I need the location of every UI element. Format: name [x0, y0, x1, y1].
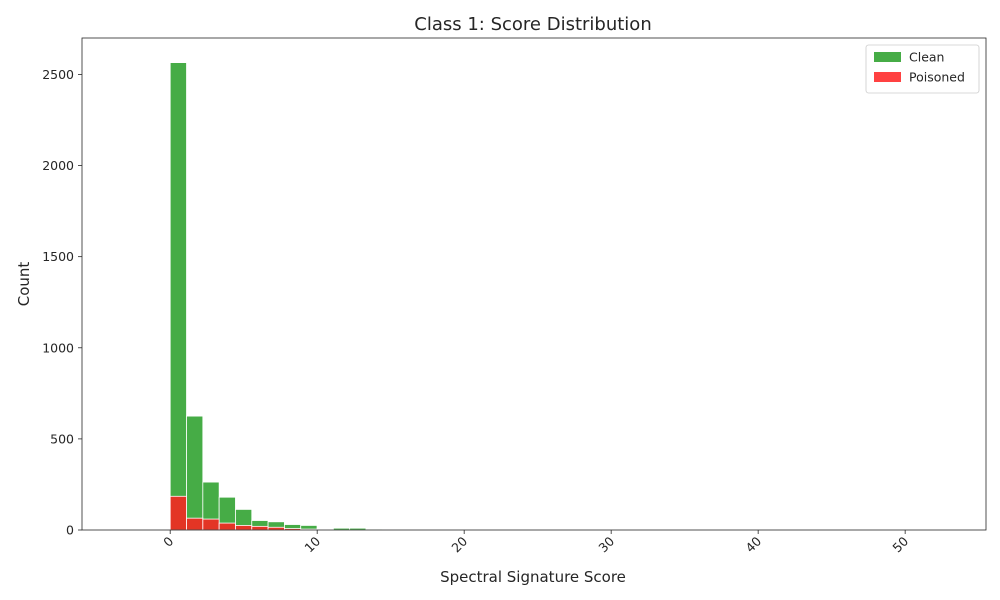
y-tick-label: 1500 — [42, 249, 74, 264]
y-tick-label: 0 — [66, 523, 74, 538]
legend: Clean Poisoned — [865, 44, 980, 94]
plot-area-frame — [81, 37, 987, 531]
bars-layer — [169, 62, 432, 531]
x-axis-label: Spectral Signature Score — [440, 568, 626, 586]
poisoned-bar — [218, 522, 236, 531]
y-tick-label: 2000 — [42, 158, 74, 173]
poisoned-bar — [186, 517, 204, 531]
y-axis-label: Count — [15, 262, 33, 307]
poisoned-legend-label: Poisoned — [909, 70, 965, 85]
poisoned-bar — [202, 518, 220, 531]
y-tick-label: 2500 — [42, 67, 74, 82]
poisoned-legend-swatch — [874, 72, 901, 82]
clean-bar — [169, 62, 187, 531]
poisoned-bar — [267, 526, 285, 531]
clean-bar — [186, 415, 204, 531]
y-tick-label: 1000 — [42, 340, 74, 355]
y-tick-label: 500 — [50, 431, 74, 446]
clean-legend-swatch — [874, 52, 901, 62]
poisoned-bar — [251, 525, 269, 531]
poisoned-bar — [169, 495, 187, 531]
clean-legend-label: Clean — [909, 50, 944, 65]
chart-title: Class 1: Score Distribution — [414, 14, 651, 35]
poisoned-bar — [235, 525, 253, 531]
